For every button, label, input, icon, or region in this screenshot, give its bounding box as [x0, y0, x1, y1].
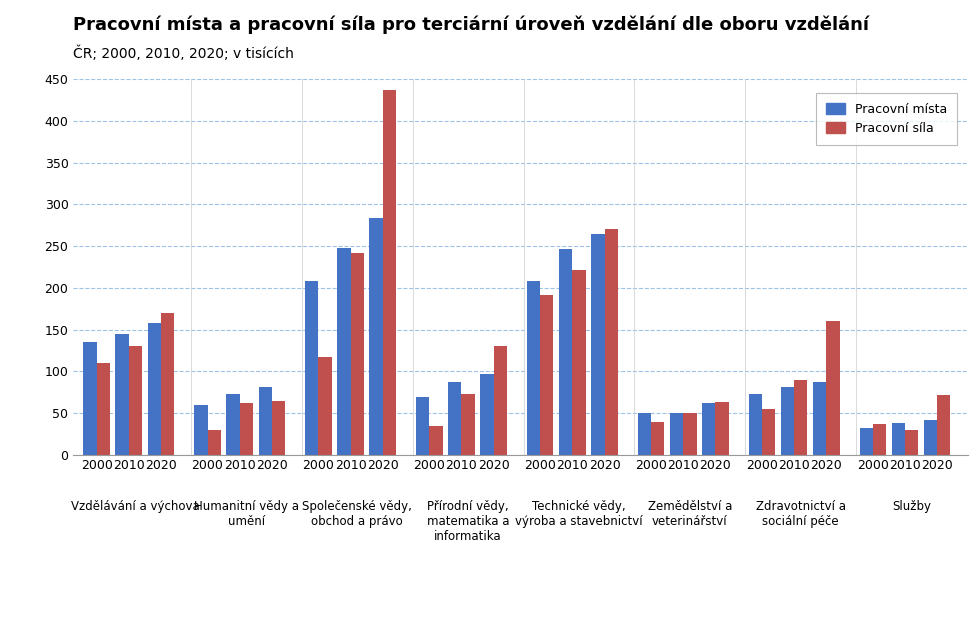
Text: Zdravotnictví a
sociální péče: Zdravotnictví a sociální péče — [755, 500, 845, 528]
Bar — [148, 323, 161, 455]
Bar — [761, 409, 775, 455]
Bar — [415, 396, 429, 455]
Bar — [701, 403, 714, 455]
Bar — [826, 321, 838, 455]
Text: Zemědělství a
veterinářství: Zemědělství a veterinářství — [647, 500, 732, 528]
Bar — [480, 374, 493, 455]
Bar — [382, 90, 396, 455]
Bar — [239, 403, 253, 455]
Bar — [637, 413, 651, 455]
Bar — [590, 234, 604, 455]
Bar — [859, 428, 871, 455]
Text: ČR; 2000, 2010, 2020; v tisících: ČR; 2000, 2010, 2020; v tisících — [73, 46, 294, 61]
Bar — [337, 248, 350, 455]
Bar — [714, 403, 728, 455]
Bar — [493, 346, 506, 455]
Bar — [669, 413, 683, 455]
Bar — [272, 401, 285, 455]
Bar — [161, 313, 174, 455]
Bar — [539, 295, 553, 455]
Bar — [748, 394, 761, 455]
Bar — [258, 387, 272, 455]
Text: Vzdělávání a výchova: Vzdělávání a výchova — [71, 500, 199, 513]
Bar — [604, 229, 617, 455]
Bar — [129, 346, 142, 455]
Bar — [780, 387, 793, 455]
Bar — [115, 334, 129, 455]
Text: Přírodní vědy,
matematika a
informatika: Přírodní vědy, matematika a informatika — [426, 500, 509, 543]
Bar — [319, 357, 331, 455]
Bar — [305, 281, 319, 455]
Bar — [891, 423, 904, 455]
Text: Pracovní místa a pracovní síla pro terciární úroveň vzdělání dle oboru vzdělání: Pracovní místa a pracovní síla pro terci… — [73, 16, 869, 34]
Bar — [461, 394, 474, 455]
Bar — [871, 424, 885, 455]
Text: Služby: Služby — [891, 500, 930, 513]
Bar — [559, 248, 572, 455]
Bar — [207, 430, 221, 455]
Bar — [793, 380, 807, 455]
Bar — [936, 395, 950, 455]
Bar — [194, 405, 207, 455]
Bar — [527, 281, 539, 455]
Bar — [350, 253, 363, 455]
Bar — [83, 343, 97, 455]
Bar — [572, 269, 585, 455]
Bar — [97, 363, 109, 455]
Bar — [651, 422, 663, 455]
Text: Humanitní vědy a
umění: Humanitní vědy a umění — [193, 500, 299, 528]
Bar — [226, 394, 239, 455]
Text: Technické vědy,
výroba a stavebnictví: Technické vědy, výroba a stavebnictví — [515, 500, 642, 528]
Bar — [683, 413, 696, 455]
Text: Společenské vědy,
obchod a právo: Společenské vědy, obchod a právo — [302, 500, 411, 528]
Bar — [429, 426, 443, 455]
Bar — [812, 382, 826, 455]
Legend: Pracovní místa, Pracovní síla: Pracovní místa, Pracovní síla — [816, 93, 956, 145]
Bar — [369, 217, 382, 455]
Bar — [923, 420, 936, 455]
Bar — [904, 430, 917, 455]
Bar — [447, 382, 461, 455]
